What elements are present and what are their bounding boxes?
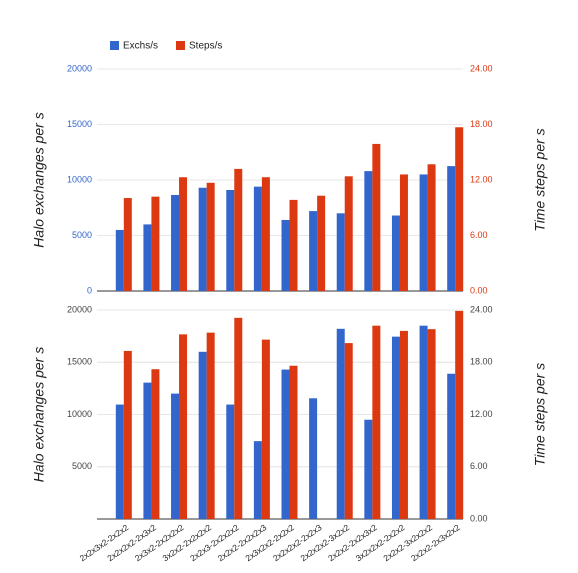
bar [179,334,188,519]
bar [399,330,408,519]
y-tick-label: 10000 [67,174,92,184]
bar [364,171,373,291]
bar [391,215,400,291]
bar [364,419,373,519]
bar [344,343,353,519]
bar [234,317,243,519]
y-tick-label: 0 [87,285,92,295]
y2-axis-title: Time steps per s [532,128,548,231]
y2-tick-label: 12.00 [470,174,493,184]
bar [143,224,152,291]
bar [447,373,456,519]
bar [455,310,464,519]
bar [399,174,408,291]
bar [281,219,290,291]
bar [206,182,215,291]
bar [143,382,152,519]
bar [391,336,400,519]
bar [234,168,243,291]
bar [309,211,318,291]
bar [171,393,180,519]
bar [226,404,235,519]
y2-tick-label: 12.00 [470,409,493,419]
bar [115,229,124,291]
y-tick-label: 20000 [67,304,92,314]
bar [419,174,428,291]
bar [151,196,160,291]
bar [289,365,298,519]
y2-tick-label: 0.00 [470,285,488,295]
bar [336,328,345,519]
bar [427,164,436,291]
bar [261,339,270,519]
bar [317,195,326,291]
bar [289,199,298,291]
y2-tick-label: 6.00 [470,461,488,471]
bar [198,351,207,519]
y-tick-label: 5000 [72,461,92,471]
y-tick-label: 15000 [67,119,92,129]
y-tick-label: 15000 [67,357,92,367]
y2-tick-label: 18.00 [470,357,493,367]
y-tick-label: 20000 [67,63,92,73]
bar [206,332,215,519]
bar [179,177,188,291]
y2-tick-label: 24.00 [470,63,493,73]
y-tick-label: 10000 [67,409,92,419]
y2-tick-label: 18.00 [470,119,493,129]
bar [372,325,381,519]
y2-tick-label: 6.00 [470,230,488,240]
bar [455,127,464,292]
bar [447,166,456,291]
legend-swatch [110,41,119,50]
y-axis-title: Halo exchanges per s [31,112,47,247]
legend-label: Exchs/s [123,41,158,52]
bar [151,369,160,519]
bar [198,187,207,291]
bar [171,194,180,291]
bar [336,213,345,291]
y2-tick-label: 0.00 [470,513,488,523]
x-tick-label: 2x2x2-2x3x2x2 [409,522,462,563]
bar [309,398,318,519]
bar [427,329,436,519]
y2-axis-title: Time steps per s [532,363,548,466]
bar [123,350,132,519]
y2-tick-label: 24.00 [470,304,493,314]
bar [372,143,381,291]
bar [344,176,353,291]
y-tick-label: 5000 [72,230,92,240]
bar [115,404,124,519]
bar [261,177,270,291]
bar [123,198,132,291]
bar [253,186,262,291]
bar [253,441,262,519]
bar [419,325,428,519]
y-axis-title: Halo exchanges per s [31,347,47,482]
legend-swatch [176,41,185,50]
bar [226,189,235,291]
legend-label: Steps/s [189,41,222,52]
bar [281,369,290,519]
